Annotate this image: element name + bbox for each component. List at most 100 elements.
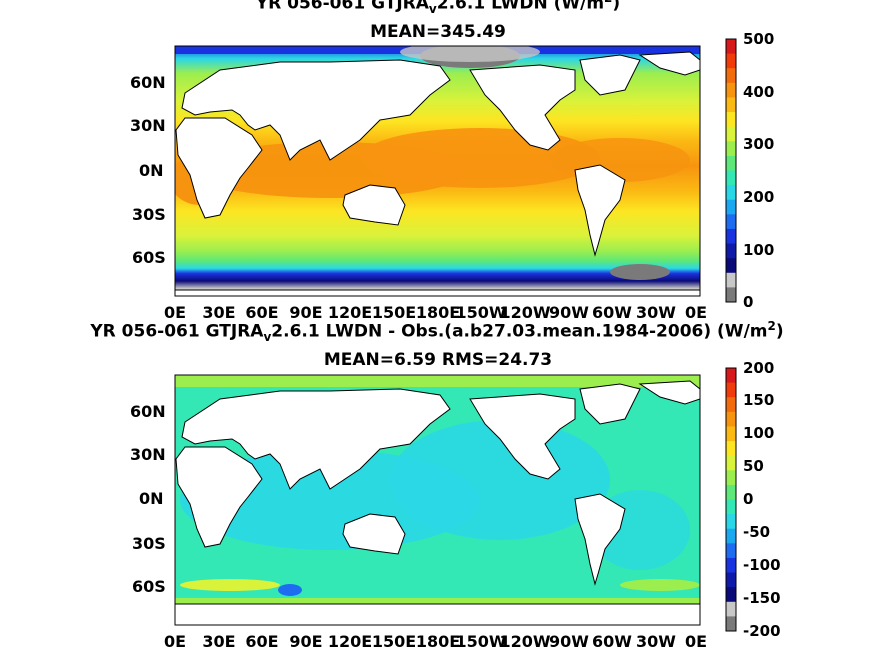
panel1-cbtick: 0 (743, 293, 754, 311)
panel1-continents (175, 51, 700, 296)
panel1-ytick-60n: 60N (130, 73, 166, 92)
colorbar-swatch (726, 601, 736, 617)
panel2-xtick: 0E (163, 632, 187, 651)
colorbar-swatch (726, 426, 736, 442)
panel1-cbtick: 500 (743, 30, 775, 48)
panel2-title: YR 056-061 GTJRAv2.6.1 LWDN - Obs.(a.b27… (90, 319, 784, 345)
colorbar-frame (725, 367, 737, 632)
panel2-cbtick: -50 (743, 523, 771, 541)
panel2-cbtick: -200 (743, 622, 781, 640)
panel2-continents (175, 380, 700, 625)
colorbar-swatch (726, 441, 736, 457)
colorbar-swatch (726, 484, 736, 500)
panel2-xtick: 0E (684, 632, 708, 651)
panel2-cbtick: 50 (743, 457, 764, 475)
panel2-cbtick: 150 (743, 391, 775, 409)
colorbar-swatch (726, 228, 736, 245)
panel2-ytick-60s: 60S (132, 577, 166, 596)
panel1-xtick: 90W (549, 303, 589, 322)
colorbar-swatch (726, 470, 736, 486)
panel2-cbtick: 200 (743, 359, 775, 377)
panel1-xtick: 180E (415, 303, 461, 322)
panel2-xtick: 90E (289, 632, 323, 651)
panel1-cbtick: 400 (743, 83, 775, 101)
colorbar-swatch (726, 53, 736, 69)
colorbar-swatch (726, 528, 736, 544)
panel2-xtick: 30E (202, 632, 236, 651)
panel1-ytick-30s: 30S (132, 205, 166, 224)
colorbar-swatch (726, 243, 736, 259)
panel2-ytick-30n: 30N (130, 445, 166, 464)
colorbar-swatch (726, 455, 736, 471)
panel1-xtick: 120E (327, 303, 373, 322)
panel1-xtick: 150W (455, 303, 507, 322)
colorbar-swatch (726, 572, 736, 588)
panel1-xtick: 0E (684, 303, 708, 322)
panel2-colorbar (725, 367, 737, 632)
colorbar-swatch (726, 499, 736, 515)
colorbar-swatch (726, 587, 736, 603)
colorbar-swatch (726, 82, 736, 98)
panel1-cbtick: 200 (743, 188, 775, 206)
panel1-xtick: 60W (592, 303, 632, 322)
colorbar-swatch (726, 68, 736, 84)
colorbar-swatch (726, 382, 736, 398)
panel1-ytick-60s: 60S (132, 248, 166, 267)
panel1-xtick: 90E (289, 303, 323, 322)
panel1-ytick-30n: 30N (130, 116, 166, 135)
panel2-xtick: 120E (327, 632, 373, 651)
colorbar-swatch (726, 258, 736, 274)
panel1-frame (174, 45, 701, 297)
panel2-cbtick: -150 (743, 589, 781, 607)
panel1-title: YR 056-061 GTJRAv2.6.1 LWDN (W/m2) (255, 0, 621, 17)
panel2-xtick: 60E (245, 632, 279, 651)
colorbar-swatch (726, 155, 736, 171)
panel1-cbtick: 300 (743, 135, 775, 153)
colorbar-swatch (726, 557, 736, 574)
colorbar-swatch (726, 185, 736, 201)
panel2-xtick: 60W (592, 632, 632, 651)
panel1-xtick: 0E (163, 303, 187, 322)
panel2-field (175, 375, 700, 625)
panel1-stats: MEAN=345.49 (370, 22, 506, 42)
colorbar-swatch (726, 543, 736, 559)
panel1-colorbar (725, 38, 737, 303)
colorbar-swatch (726, 397, 736, 413)
colorbar-swatch (726, 141, 736, 157)
panel1-ytick-0n: 0N (139, 161, 164, 180)
panel1-xtick: 30W (636, 303, 676, 322)
colorbar-swatch (726, 112, 736, 128)
panel2-stats: MEAN=6.59 RMS=24.73 (323, 350, 553, 370)
panel1-field (175, 46, 700, 296)
colorbar-frame (725, 38, 737, 303)
panel1-xtick: 30E (202, 303, 236, 322)
colorbar-swatch (726, 368, 736, 384)
colorbar-swatch (726, 287, 736, 303)
panel2-ytick-60n: 60N (130, 402, 166, 421)
panel1-xtick: 60E (245, 303, 279, 322)
colorbar-swatch (726, 411, 736, 427)
colorbar-swatch (726, 616, 736, 632)
colorbar-swatch (726, 199, 736, 215)
panel1-xtick: 150E (371, 303, 417, 322)
colorbar-swatch (726, 514, 736, 530)
panel2-cbtick: -100 (743, 556, 781, 574)
panel1-cbtick: 100 (743, 241, 775, 259)
panel2-xtick: 120W (499, 632, 551, 651)
colorbar-swatch (726, 214, 736, 230)
colorbar-swatch (726, 272, 736, 288)
panel2-ytick-30s: 30S (132, 534, 166, 553)
panel2-xtick: 90W (549, 632, 589, 651)
panel2-xtick: 150W (455, 632, 507, 651)
panel2-cbtick: 0 (743, 490, 754, 508)
panel2-xtick: 150E (371, 632, 417, 651)
colorbar-swatch (726, 170, 736, 186)
panel2-xtick: 30W (636, 632, 676, 651)
panel2-cbtick: 100 (743, 424, 775, 442)
colorbar-swatch (726, 97, 736, 113)
panel2-ytick-0n: 0N (139, 489, 164, 508)
panel2-frame (174, 374, 701, 626)
colorbar-swatch (726, 39, 736, 55)
